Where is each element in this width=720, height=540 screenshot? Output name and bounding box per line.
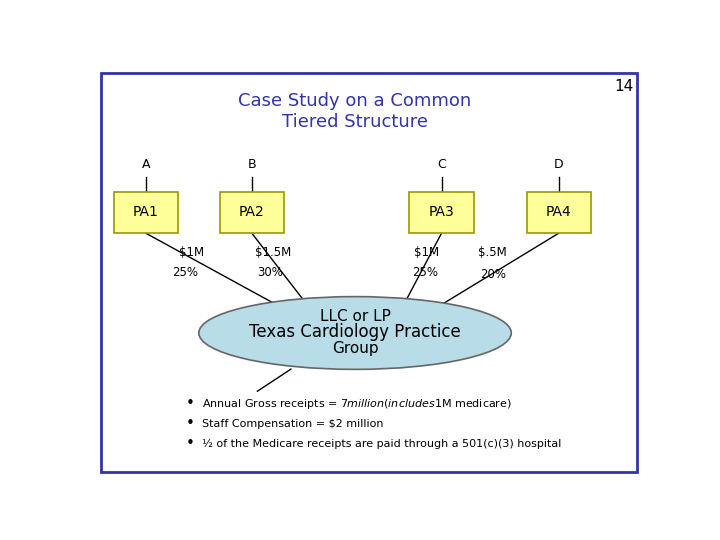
Text: Annual Gross receipts = $7 million (includes $1M medicare): Annual Gross receipts = $7 million (incl… [202, 397, 511, 411]
Text: PA3: PA3 [428, 205, 454, 219]
Text: PA1: PA1 [133, 205, 158, 219]
Text: •: • [186, 416, 195, 431]
Text: 14: 14 [615, 79, 634, 94]
Text: ½ of the Medicare receipts are paid through a 501(c)(3) hospital: ½ of the Medicare receipts are paid thro… [202, 438, 561, 449]
Text: $1M: $1M [413, 246, 438, 259]
FancyBboxPatch shape [410, 192, 474, 233]
FancyBboxPatch shape [114, 192, 178, 233]
Text: PA4: PA4 [546, 205, 572, 219]
Text: D: D [554, 158, 564, 171]
Text: LLC or LP: LLC or LP [320, 309, 390, 324]
Text: 20%: 20% [481, 268, 507, 281]
Text: •: • [186, 396, 195, 411]
FancyBboxPatch shape [220, 192, 284, 233]
FancyBboxPatch shape [526, 192, 591, 233]
Text: PA2: PA2 [239, 205, 265, 219]
Ellipse shape [199, 296, 511, 369]
Text: •: • [186, 436, 195, 451]
Text: Group: Group [332, 341, 379, 356]
Text: $1M: $1M [179, 246, 204, 259]
Text: Case Study on a Common
Tiered Structure: Case Study on a Common Tiered Structure [238, 92, 472, 131]
Text: 30%: 30% [258, 266, 283, 279]
Text: 25%: 25% [173, 266, 199, 279]
Text: C: C [437, 158, 446, 171]
Text: Texas Cardiology Practice: Texas Cardiology Practice [249, 323, 461, 341]
Text: B: B [248, 158, 256, 171]
Text: 25%: 25% [413, 266, 438, 279]
Text: A: A [142, 158, 150, 171]
Text: $1.5M: $1.5M [255, 246, 291, 259]
Text: $.5M: $.5M [478, 246, 507, 259]
Text: Staff Compensation = $2 million: Staff Compensation = $2 million [202, 418, 383, 429]
